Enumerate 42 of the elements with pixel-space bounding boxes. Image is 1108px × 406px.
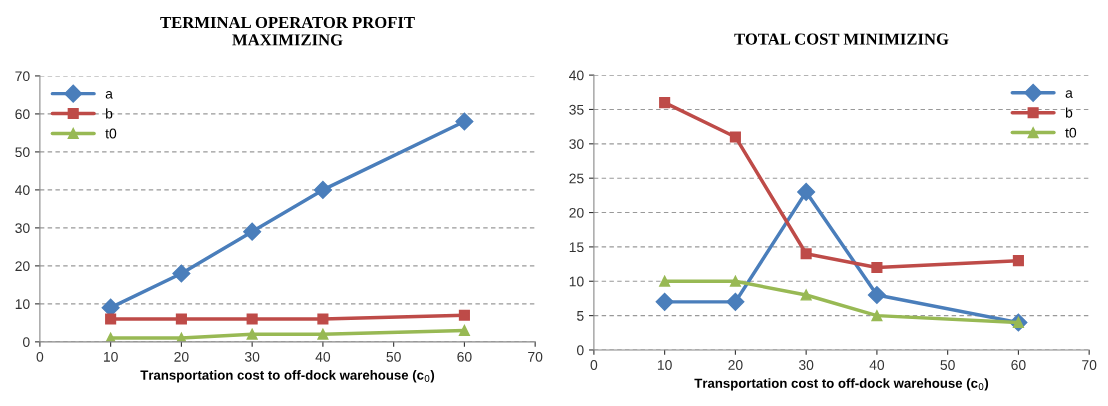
x-tick-label: 40 <box>315 351 331 362</box>
y-tick-label: 0 <box>22 337 30 348</box>
x-tick-label: 60 <box>1011 360 1026 370</box>
y-tick-label: 10 <box>15 299 30 310</box>
x-tick-label: 50 <box>940 360 955 370</box>
x-tick-label: 0 <box>590 360 598 370</box>
x-tick-label: 10 <box>103 351 118 362</box>
x-tick-label: 30 <box>244 351 260 362</box>
x-tick-label: 40 <box>869 360 885 370</box>
y-tick-label: 20 <box>569 207 584 218</box>
x-tick-label: 20 <box>174 351 189 362</box>
y-tick-label: 10 <box>569 276 584 287</box>
x-tick-label: 0 <box>36 351 44 362</box>
y-tick-label: 40 <box>15 185 30 196</box>
y-tick-label: 20 <box>15 261 30 272</box>
y-tick-label: 50 <box>15 147 30 158</box>
legend-label: t0 <box>1065 127 1077 138</box>
y-tick-label: 70 <box>15 71 30 82</box>
x-tick-label: 50 <box>386 351 401 362</box>
y-tick-label: 15 <box>569 242 584 253</box>
y-tick-label: 60 <box>15 109 30 120</box>
legend-label: a <box>105 91 113 99</box>
x-tick-label: 70 <box>528 351 543 362</box>
legend-label: a <box>1065 90 1073 98</box>
x-axis-title: Transportation cost to off-dock warehouse (c$_{0}$) <box>694 378 989 391</box>
legend-label: b <box>106 108 113 119</box>
y-tick-label: 30 <box>15 223 30 234</box>
x-tick-label: 70 <box>1082 360 1097 370</box>
chart-title: TERMINAL OPERATOR PROFIT MAXIMIZING <box>160 16 415 46</box>
x-tick-label: 30 <box>798 360 814 370</box>
y-tick-label: 5 <box>577 311 584 321</box>
x-tick-label: 10 <box>657 360 672 370</box>
x-axis-title: Transportation cost to off-dock warehouse (c$_{0}$) <box>140 370 435 383</box>
x-tick-label: 60 <box>457 351 472 362</box>
legend-label: b <box>1065 107 1073 118</box>
chart-title: TOTAL COST MINIMIZING <box>734 33 949 45</box>
y-tick-label: 35 <box>569 104 584 115</box>
y-tick-label: 25 <box>569 173 584 184</box>
legend-label: t0 <box>105 128 117 139</box>
y-tick-label: 40 <box>569 70 584 81</box>
y-tick-label: 30 <box>569 139 584 149</box>
x-tick-label: 20 <box>728 360 743 370</box>
